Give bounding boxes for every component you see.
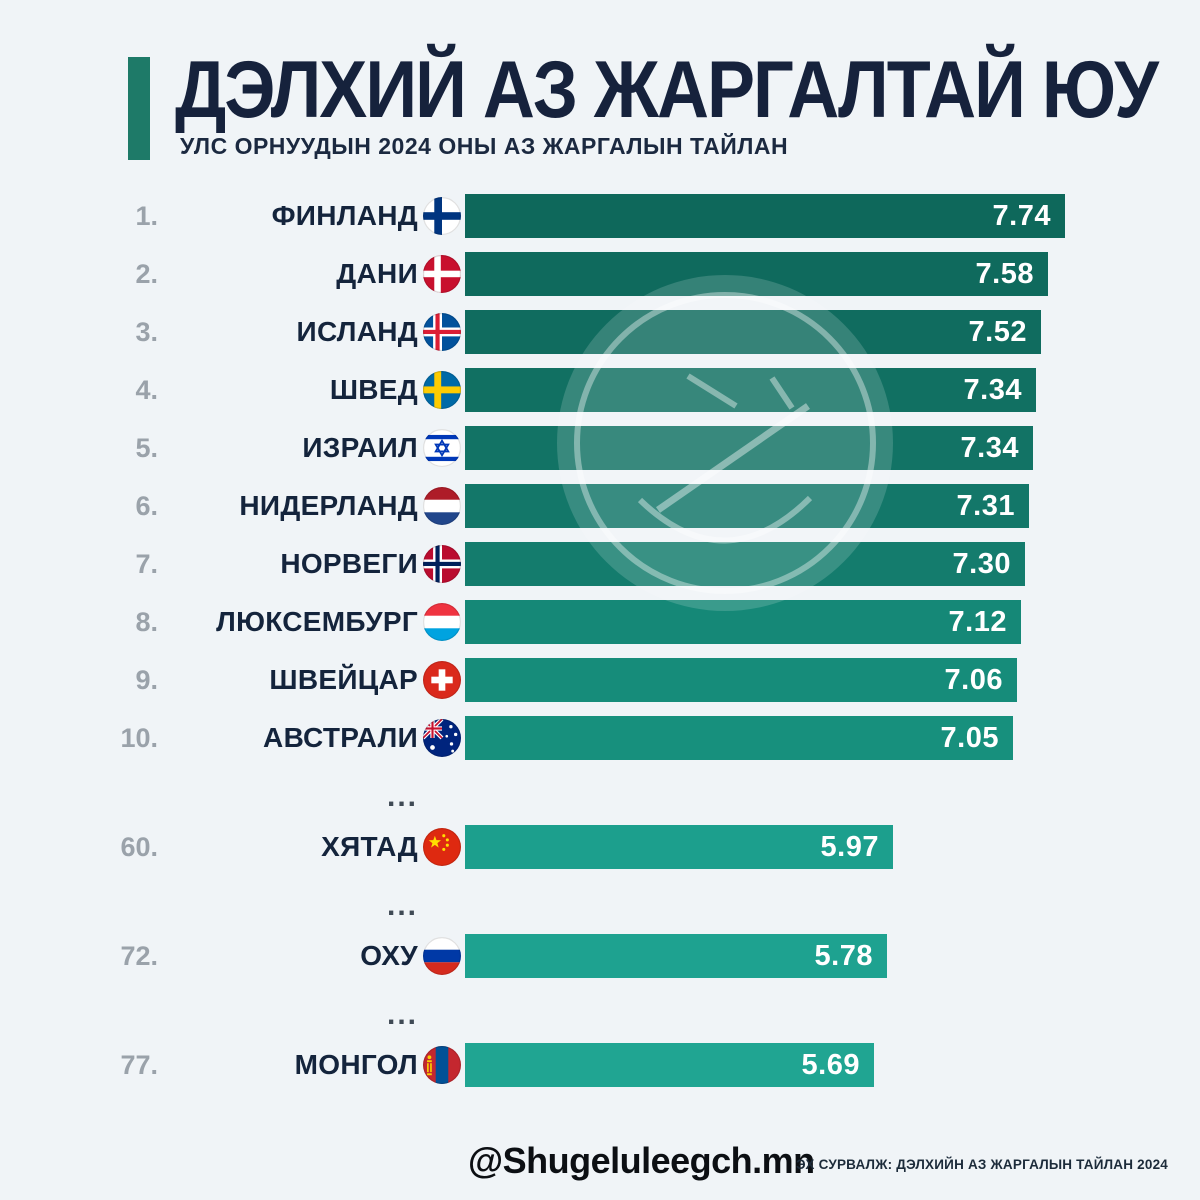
rank-label: 10. — [120, 723, 158, 753]
score-bar: 7.58 — [465, 252, 1048, 296]
rank-label: 72. — [120, 941, 158, 971]
ranking-row: 4. ШВЕД 7.34 — [0, 368, 1200, 412]
rank-gap-ellipsis: ... — [386, 780, 418, 813]
score-bar: 7.74 — [465, 194, 1065, 238]
source-credit: ЭХ СУРВАЛЖ: ДЭЛХИЙН АЗ ЖАРГАЛЫН ТАЙЛАН 2… — [795, 1157, 1168, 1172]
country-label: ИСЛАНД — [296, 316, 418, 347]
flag-australia-icon — [423, 719, 461, 757]
rank-label: 60. — [120, 832, 158, 862]
rank-label: 6. — [135, 491, 158, 521]
flag-israel-icon — [423, 429, 461, 467]
score-value: 5.69 — [801, 1048, 860, 1081]
flag-mongolia-icon — [423, 1046, 461, 1084]
score-bar: 7.31 — [465, 484, 1029, 528]
score-bar: 5.69 — [465, 1043, 874, 1087]
flag-sweden-icon — [423, 371, 461, 409]
score-value: 7.12 — [948, 605, 1007, 638]
rank-label: 1. — [135, 201, 158, 231]
ranking-row: 3. ИСЛАНД 7.52 — [0, 310, 1200, 354]
ranking-row: 9. ШВЕЙЦАР 7.06 — [0, 658, 1200, 702]
score-bar: 7.05 — [465, 716, 1013, 760]
rank-label: 7. — [135, 549, 158, 579]
country-label: МОНГОЛ — [294, 1049, 418, 1080]
score-value: 7.05 — [940, 721, 999, 754]
country-label: ЛЮКСЕМБУРГ — [216, 606, 418, 637]
score-value: 7.06 — [944, 663, 1003, 696]
ranking-row: 10. АВСТРАЛИ 7.05 — [0, 716, 1200, 760]
rank-label: 77. — [120, 1050, 158, 1080]
score-bar: 7.34 — [465, 426, 1033, 470]
country-label: ФИНЛАНД — [271, 200, 418, 231]
country-label: ШВЕЙЦАР — [269, 664, 418, 695]
country-label: ХЯТАД — [321, 831, 418, 862]
country-label: ШВЕД — [329, 374, 418, 405]
score-bar: 7.12 — [465, 600, 1021, 644]
rank-label: 4. — [135, 375, 158, 405]
ranking-row: 6. НИДЕРЛАНД 7.31 — [0, 484, 1200, 528]
social-handle: @Shugeluleegch.mn — [468, 1140, 815, 1181]
rank-label: 3. — [135, 317, 158, 347]
score-bar: 5.97 — [465, 825, 893, 869]
rank-gap-ellipsis: ... — [386, 889, 418, 922]
flag-norway-icon — [423, 545, 461, 583]
score-bar: 5.78 — [465, 934, 887, 978]
country-label: ОХУ — [360, 940, 418, 971]
rank-gap-ellipsis: ... — [386, 998, 418, 1031]
country-label: ИЗРАИЛ — [302, 432, 418, 463]
score-bar: 7.30 — [465, 542, 1025, 586]
ranking-row: 60. ХЯТАД 5.97 — [0, 825, 1200, 869]
score-value: 7.34 — [963, 373, 1022, 406]
title-accent-bar — [128, 57, 150, 160]
flag-russia-icon — [423, 937, 461, 975]
flag-netherlands-icon — [423, 487, 461, 525]
flag-denmark-icon — [423, 255, 461, 293]
flag-finland-icon — [423, 197, 461, 235]
rank-label: 8. — [135, 607, 158, 637]
country-label: НОРВЕГИ — [280, 548, 418, 579]
page-subtitle: УЛС ОРНУУДЫН 2024 ОНЫ АЗ ЖАРГАЛЫН ТАЙЛАН — [180, 133, 789, 159]
country-label: АВСТРАЛИ — [263, 722, 418, 753]
score-value: 7.34 — [960, 431, 1019, 464]
ranking-row: 2. ДАНИ 7.58 — [0, 252, 1200, 296]
score-value: 5.78 — [814, 939, 873, 972]
ranking-row: 5. ИЗРАИЛ 7.34 — [0, 426, 1200, 470]
rank-label: 5. — [135, 433, 158, 463]
score-value: 7.58 — [975, 257, 1034, 290]
ranking-row: 8. ЛЮКСЕМБУРГ 7.12 — [0, 600, 1200, 644]
flag-switzerland-icon — [423, 661, 461, 699]
country-label: ДАНИ — [336, 258, 418, 289]
page-title: ДЭЛХИЙ АЗ ЖАРГАЛТАЙ ЮУ — [175, 45, 1159, 135]
flag-luxembourg-icon — [423, 603, 461, 641]
country-label: НИДЕРЛАНД — [239, 490, 418, 521]
score-bar: 7.52 — [465, 310, 1041, 354]
flag-china-icon — [423, 828, 461, 866]
flag-iceland-icon — [423, 313, 461, 351]
score-bar: 7.06 — [465, 658, 1017, 702]
ranking-row: 77. МОНГОЛ 5.69 — [0, 1043, 1200, 1087]
rank-label: 9. — [135, 665, 158, 695]
score-value: 7.31 — [956, 489, 1015, 522]
ranking-row: 72. ОХУ 5.78 — [0, 934, 1200, 978]
rank-label: 2. — [135, 259, 158, 289]
score-value: 7.30 — [952, 547, 1011, 580]
ranking-row: 1. ФИНЛАНД 7.74 — [0, 194, 1200, 238]
score-value: 5.97 — [820, 830, 879, 863]
ranking-row: 7. НОРВЕГИ 7.30 — [0, 542, 1200, 586]
score-value: 7.74 — [992, 199, 1051, 232]
score-value: 7.52 — [968, 315, 1027, 348]
score-bar: 7.34 — [465, 368, 1036, 412]
